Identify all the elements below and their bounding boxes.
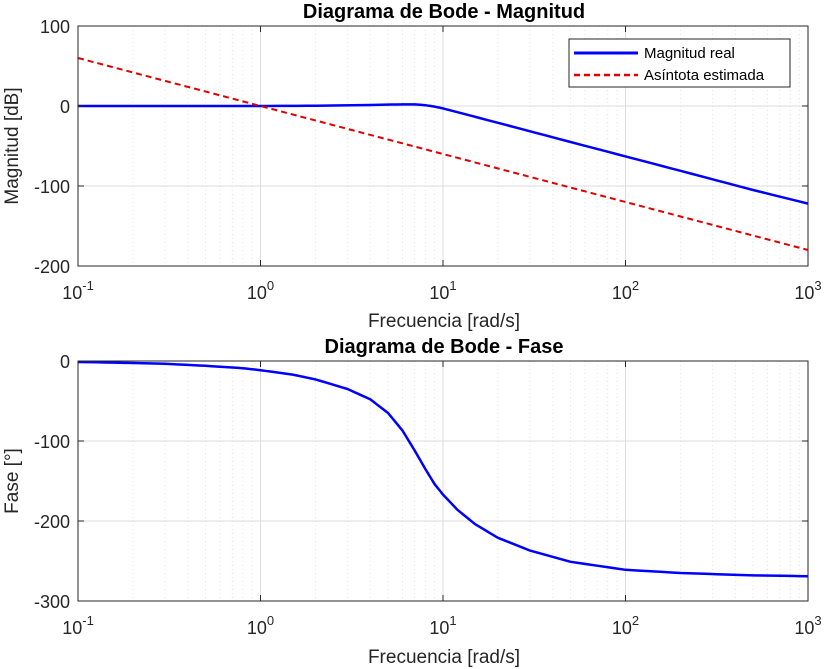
phase-x-tick-label: 102 <box>612 613 639 638</box>
phase-lines <box>77 360 809 578</box>
magnitude-y-tick-label: 0 <box>60 97 70 117</box>
magnitude-x-tick-label: 10-1 <box>62 278 94 303</box>
phase-y-tick-label: -300 <box>34 592 70 612</box>
magnitude-ticks: 10-1 100 101 102 103 -200 -100 0 100 <box>34 17 822 303</box>
phase-y-tick-label: 0 <box>60 352 70 372</box>
legend-box <box>568 38 791 88</box>
magnitude-y-tick-label: 100 <box>40 17 70 37</box>
magnitude-series-asintota-1 <box>77 57 809 251</box>
phase-x-tick-label: 100 <box>247 613 274 638</box>
magnitude-x-tick-label: 100 <box>247 278 274 303</box>
phase-title: Diagrama de Bode - Fase <box>325 336 564 358</box>
magnitude-ylabel: Magnitud [dB] <box>2 87 23 204</box>
phase-series-line-0 <box>77 360 809 578</box>
magnitude-x-tick-label: 101 <box>429 278 456 303</box>
legend-entry-asintota-estimada: Asíntota estimada <box>644 67 765 84</box>
phase-y-tick-label: -100 <box>34 432 70 452</box>
phase-y-tick-label: -200 <box>34 512 70 532</box>
magnitude-y-tick-label: -100 <box>34 177 70 197</box>
magnitude-title: Diagrama de Bode - Magnitud <box>303 1 585 23</box>
phase-ticks: 10-1 100 101 102 103 -300 -200 -100 0 <box>34 352 822 638</box>
phase-x-tick-label: 101 <box>429 613 456 638</box>
magnitude-x-tick-label: 102 <box>612 278 639 303</box>
phase-plot: Diagrama de Bode - Fase 10-1 100 101 102 103… <box>2 336 822 668</box>
magnitude-x-tick-label: 103 <box>794 278 821 303</box>
magnitude-xlabel: Frecuencia [rad/s] <box>368 311 520 332</box>
phase-ylabel: Fase [°] <box>2 448 23 514</box>
phase-x-tick-label: 103 <box>794 613 821 638</box>
magnitude-y-tick-label: -200 <box>34 257 70 277</box>
phase-x-tick-label: 10-1 <box>62 613 94 638</box>
magnitude-lines <box>77 57 809 251</box>
legend-entry-magnitud-real: Magnitud real <box>644 45 735 62</box>
phase-xlabel: Frecuencia [rad/s] <box>368 647 520 668</box>
magnitude-series-line-0 <box>78 103 809 205</box>
magnitude-legend: Magnitud real Asíntota estimada <box>568 38 791 88</box>
magnitude-plot: Diagrama de Bode - Magnitud 10-1 100 101 10… <box>2 1 822 332</box>
